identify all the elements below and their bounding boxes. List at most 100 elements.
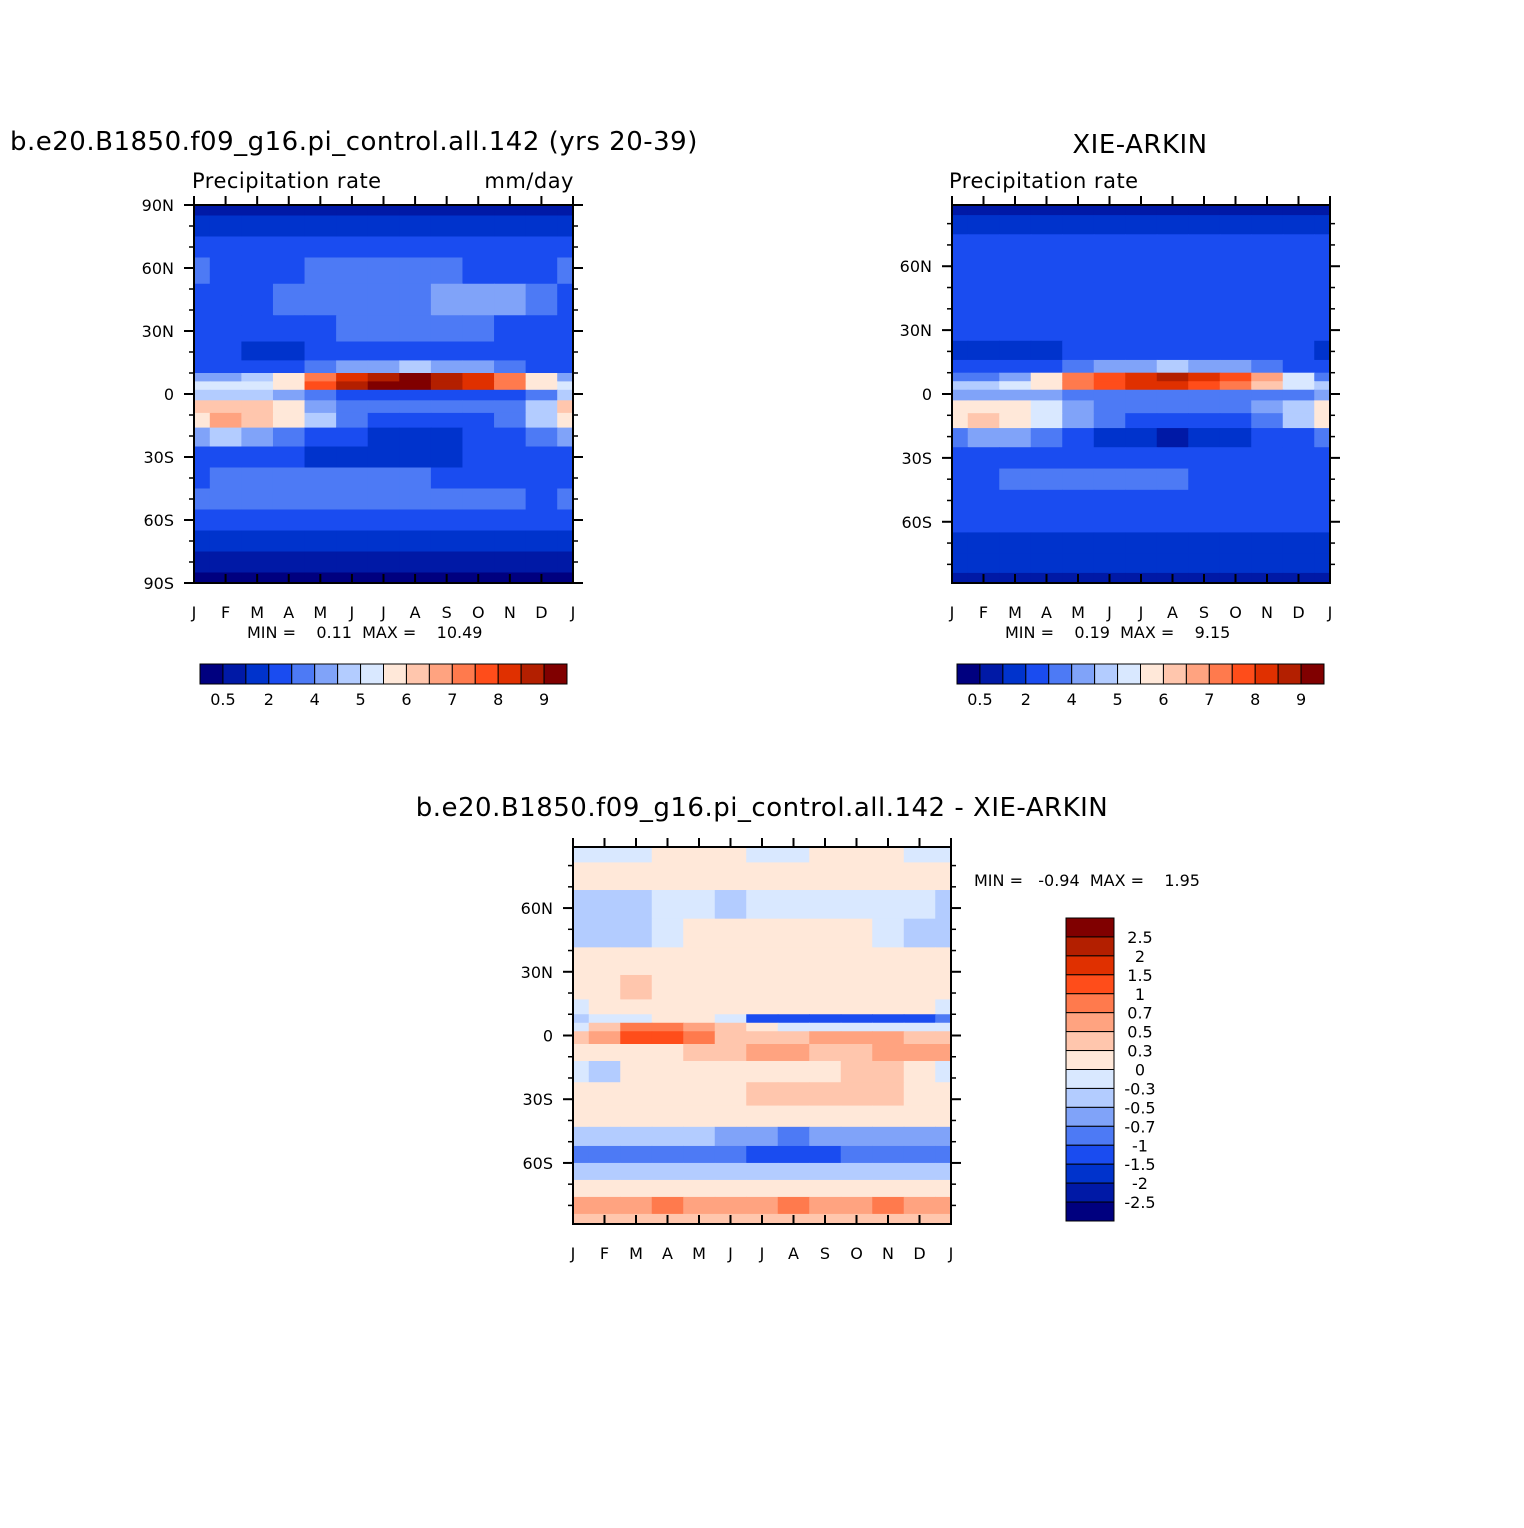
obs-field-cell xyxy=(1030,255,1063,283)
difference-field-cell xyxy=(651,1179,684,1198)
obs-field-cell xyxy=(999,255,1032,283)
model-field-cell xyxy=(272,373,306,382)
difference-field-cell xyxy=(872,974,905,1000)
obs-field-cell xyxy=(1282,314,1315,342)
obs-field-cell xyxy=(1156,400,1189,414)
model-field-cell xyxy=(194,341,211,361)
model-field-cell xyxy=(209,551,242,574)
difference-field-cell xyxy=(573,890,590,920)
obs-colorbar-box xyxy=(1208,663,1233,685)
difference-field-cell xyxy=(588,974,621,1000)
obs-field-cell xyxy=(1093,282,1126,315)
model-field-cell xyxy=(525,360,558,374)
obs-field-cell xyxy=(1314,511,1331,534)
obs-field-cell xyxy=(1125,389,1158,401)
obs-field-cell xyxy=(999,511,1032,534)
model-field-cell xyxy=(241,530,274,553)
model-field-cell xyxy=(272,315,306,343)
difference-field-cell xyxy=(573,1014,590,1024)
difference-field-cell xyxy=(777,1031,810,1045)
model-field-cell xyxy=(194,315,211,343)
model-field-cell xyxy=(304,467,337,490)
difference-field-cell xyxy=(777,862,810,891)
obs-colorbar-label: 0.5 xyxy=(967,690,992,709)
difference-field-cell xyxy=(746,1022,779,1032)
difference-field-cell xyxy=(809,1044,842,1062)
difference-field-cell xyxy=(573,1105,590,1128)
difference-field-cell xyxy=(903,1031,936,1045)
difference-field-cell xyxy=(840,1162,873,1181)
model-field-cell xyxy=(241,257,274,285)
difference-field-cell xyxy=(683,1044,716,1062)
obs-field-cell xyxy=(1093,340,1126,361)
model-field-cell xyxy=(557,381,574,391)
model-field-cell xyxy=(557,341,574,361)
difference-x-tick-label: J xyxy=(759,1244,765,1263)
model-field-cell xyxy=(525,236,558,259)
obs-field-cell xyxy=(1125,468,1158,491)
model-field-cell xyxy=(494,467,527,490)
obs-field-cell xyxy=(1093,489,1126,512)
model-field-cell xyxy=(557,389,574,401)
difference-field-cell xyxy=(935,1126,952,1147)
difference-field-cell xyxy=(588,918,621,948)
obs-y-tick-label: 30S xyxy=(901,449,932,468)
difference-field-cell xyxy=(714,947,747,976)
difference-field-cell xyxy=(809,1162,842,1181)
obs-field-cell xyxy=(952,413,969,429)
model-field-cell xyxy=(304,509,337,532)
difference-field-cell xyxy=(714,1126,747,1147)
obs-field-cell xyxy=(1062,428,1095,448)
model-field-cell xyxy=(241,427,274,448)
difference-field-cell xyxy=(620,1145,653,1164)
difference-field-cell xyxy=(714,999,747,1015)
difference-field-cell xyxy=(872,1145,905,1164)
obs-colorbar-box xyxy=(1117,663,1141,685)
difference-colorbar-box xyxy=(1065,955,1115,976)
obs-field-cell xyxy=(967,282,1000,315)
difference-colorbar-label: -2.5 xyxy=(1124,1193,1155,1212)
model-field-cell xyxy=(272,427,306,448)
obs-field-cell xyxy=(1030,215,1063,235)
difference-field-cell xyxy=(651,999,684,1015)
model-field-cell xyxy=(367,427,400,448)
model-field-cell xyxy=(399,412,432,429)
obs-field-cell xyxy=(1188,234,1221,257)
difference-field-cell xyxy=(620,974,653,1000)
obs-field-cell xyxy=(952,428,969,448)
model-colorbar-box xyxy=(222,663,247,685)
model-y-tick-label: 90S xyxy=(143,574,174,593)
obs-field-cell xyxy=(1251,340,1284,361)
obs-field-cell xyxy=(1188,314,1221,342)
difference-field-cell xyxy=(935,918,952,948)
obs-field-cell xyxy=(967,553,1000,574)
obs-field-cell xyxy=(1030,447,1063,470)
model-field-cell xyxy=(304,389,337,401)
obs-field-cell xyxy=(952,532,969,555)
difference-field-cell xyxy=(588,1126,621,1147)
difference-field-cell xyxy=(746,862,779,891)
obs-field-cell xyxy=(1093,400,1126,414)
obs-field-cell xyxy=(1156,255,1189,283)
difference-field-cell xyxy=(777,1145,810,1164)
difference-field-cell xyxy=(840,1196,873,1215)
obs-x-tick-label: M xyxy=(1071,603,1085,622)
obs-field-cell xyxy=(1314,389,1331,401)
model-field-cell xyxy=(462,389,495,401)
obs-field-cell xyxy=(1282,205,1315,216)
model-field-cell xyxy=(336,400,369,414)
model-y-tick-label: 60N xyxy=(142,259,174,278)
obs-field-cell xyxy=(1125,282,1158,315)
model-field-cell xyxy=(194,360,211,374)
model-field-cell xyxy=(525,412,558,429)
obs-field-cell xyxy=(1282,215,1315,235)
obs-field-cell xyxy=(1314,234,1331,257)
model-field-cell xyxy=(367,315,400,343)
difference-field-cell xyxy=(777,1014,810,1024)
difference-colorbar-box xyxy=(1065,1144,1115,1165)
obs-field-cell xyxy=(1156,381,1189,391)
model-field-cell xyxy=(336,488,369,511)
obs-field-cell xyxy=(1093,389,1126,401)
model-field-cell xyxy=(194,381,211,391)
obs-field-cell xyxy=(1314,372,1331,382)
